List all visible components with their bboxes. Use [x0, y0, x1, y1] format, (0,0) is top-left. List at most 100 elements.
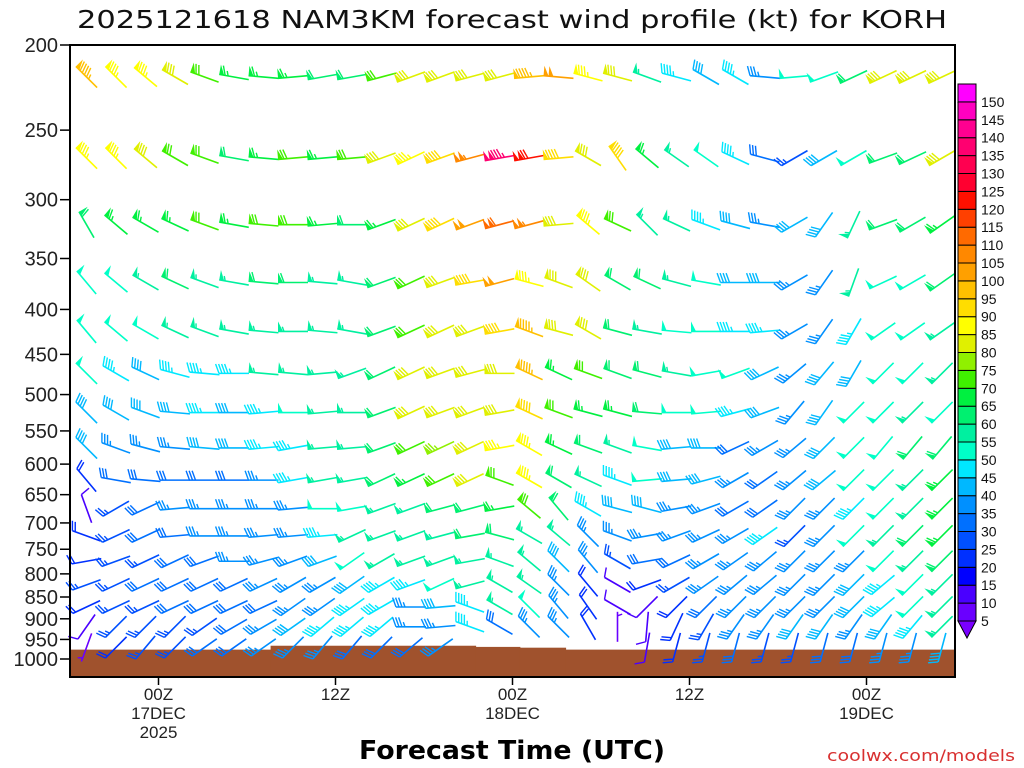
barb-feather — [336, 583, 346, 591]
barb-feather — [686, 612, 696, 619]
colorbar-label: 80 — [981, 345, 997, 361]
barb-feather — [485, 609, 489, 620]
barb-feather — [833, 514, 844, 520]
barb-feather — [777, 633, 788, 638]
barb-feather — [773, 225, 782, 233]
colorbar-label: 75 — [981, 362, 997, 378]
wind-barb — [337, 402, 367, 414]
barb-feather — [785, 330, 790, 335]
barb-feather — [814, 562, 821, 567]
barb-flag — [865, 153, 874, 164]
wind-barb — [75, 392, 98, 424]
barb-feather — [392, 580, 401, 590]
barb-feather — [161, 360, 165, 371]
barb-feather — [522, 149, 529, 159]
barb-feather — [363, 628, 373, 636]
barb-feather — [814, 586, 821, 590]
wind-barb — [660, 612, 684, 642]
y-tick-label: 450 — [25, 344, 58, 366]
barb-flag — [307, 320, 313, 331]
barb-feather — [755, 608, 762, 612]
colorbar-label: 10 — [981, 595, 997, 611]
wind-barb — [422, 405, 455, 419]
barb-feather — [163, 651, 169, 655]
wind-barb — [393, 405, 425, 420]
barb-feather — [124, 507, 133, 516]
barb-flag — [894, 74, 904, 84]
barb-feather — [345, 605, 350, 610]
wind-barb — [278, 214, 308, 226]
barb-feather — [425, 71, 433, 81]
barb-feather — [776, 375, 786, 382]
barb-flag — [632, 359, 638, 371]
barb-feather — [213, 649, 223, 657]
barb-feather — [223, 324, 226, 330]
credit-link[interactable]: coolwx.com/models — [827, 746, 1015, 765]
barb-flag — [865, 539, 876, 547]
barb-feather — [155, 527, 161, 538]
barb-feather — [549, 543, 555, 554]
barb-feather — [811, 655, 822, 658]
barb-shaft — [515, 527, 543, 545]
barb-feather — [835, 512, 846, 518]
barb-feather — [430, 69, 439, 79]
barb-flag — [485, 522, 490, 534]
wind-barb — [546, 518, 571, 547]
barb-feather — [805, 482, 816, 489]
barb-flag — [923, 225, 934, 234]
barb-shaft — [219, 328, 249, 335]
barb-feather — [431, 622, 436, 628]
barb-feather — [488, 323, 495, 333]
barb-feather — [337, 69, 344, 79]
barb-feather — [896, 154, 905, 163]
barb-feather — [425, 407, 433, 417]
barb-feather — [582, 145, 586, 156]
barb-feather — [749, 66, 754, 77]
barb-shaft — [749, 329, 781, 334]
barb-feather — [127, 604, 136, 613]
barb-shaft — [693, 575, 719, 595]
barb-shaft — [845, 318, 862, 345]
barb-flag — [865, 452, 877, 460]
barb-feather — [841, 655, 852, 658]
barb-shaft — [784, 400, 805, 425]
barb-shaft — [339, 575, 365, 595]
wind-barb — [419, 638, 454, 657]
barb-feather — [274, 627, 284, 635]
barb-flag — [305, 472, 313, 483]
wind-barb — [515, 397, 543, 420]
barb-feather — [366, 326, 374, 335]
barb-shaft — [103, 214, 129, 235]
barb-flag — [835, 539, 847, 547]
barb-feather — [807, 419, 818, 424]
barb-feather — [127, 533, 136, 542]
barb-feather — [867, 73, 876, 82]
barb-feather — [667, 533, 672, 539]
barb-feather — [254, 214, 259, 225]
barb-shaft — [604, 553, 631, 570]
barb-shaft — [749, 74, 781, 80]
y-tick-label: 750 — [25, 539, 58, 561]
colorbar-label: 120 — [981, 201, 1005, 217]
wind-barb — [94, 577, 130, 592]
barb-feather — [751, 658, 762, 661]
barb-feather — [926, 537, 936, 543]
wind-barb — [547, 564, 570, 597]
barb-feather — [310, 477, 315, 483]
barb-shaft — [279, 576, 307, 594]
wind-barb — [923, 273, 955, 292]
barb-feather — [719, 272, 725, 283]
barb-flag — [161, 316, 166, 328]
barb-shaft — [665, 595, 688, 619]
barb-flag — [603, 209, 609, 221]
barb-feather — [254, 626, 259, 631]
colorbar-bin — [957, 119, 977, 139]
wind-barb — [155, 527, 191, 539]
barb-feather — [744, 482, 754, 490]
barb-shaft — [104, 615, 128, 638]
barb-feather — [876, 605, 882, 610]
barb-flag — [161, 267, 166, 279]
barb-feather — [837, 562, 848, 569]
barb-flag — [924, 452, 936, 460]
barb-feather — [899, 627, 909, 633]
